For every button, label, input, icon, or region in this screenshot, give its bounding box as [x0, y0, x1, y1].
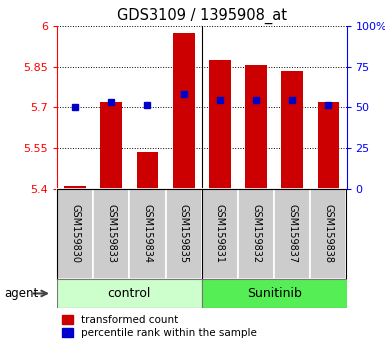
Bar: [100, 102, 122, 189]
Title: GDS3109 / 1395908_at: GDS3109 / 1395908_at: [117, 8, 287, 24]
Text: GSM159835: GSM159835: [179, 204, 189, 263]
Bar: [64, 186, 86, 189]
Bar: [202, 189, 238, 279]
Bar: [129, 189, 166, 279]
Text: agent: agent: [4, 287, 38, 300]
Text: GSM159838: GSM159838: [323, 204, 333, 263]
Bar: [274, 189, 310, 279]
Bar: [137, 152, 158, 189]
Text: GSM159833: GSM159833: [106, 204, 116, 263]
Text: GSM159831: GSM159831: [215, 204, 225, 263]
Text: GSM159830: GSM159830: [70, 204, 80, 263]
Bar: [173, 33, 194, 189]
Bar: [166, 189, 202, 279]
Bar: [281, 71, 303, 189]
Text: control: control: [108, 287, 151, 300]
Bar: [238, 189, 274, 279]
Legend: transformed count, percentile rank within the sample: transformed count, percentile rank withi…: [62, 315, 257, 338]
Text: GSM159834: GSM159834: [142, 204, 152, 263]
Bar: [318, 102, 339, 189]
Bar: [310, 189, 346, 279]
Bar: [57, 279, 202, 308]
Bar: [93, 189, 129, 279]
Bar: [245, 65, 267, 189]
Bar: [57, 189, 93, 279]
Text: Sunitinib: Sunitinib: [247, 287, 301, 300]
Bar: [209, 60, 231, 189]
Text: GSM159832: GSM159832: [251, 204, 261, 263]
Text: GSM159837: GSM159837: [287, 204, 297, 263]
Bar: [202, 279, 346, 308]
